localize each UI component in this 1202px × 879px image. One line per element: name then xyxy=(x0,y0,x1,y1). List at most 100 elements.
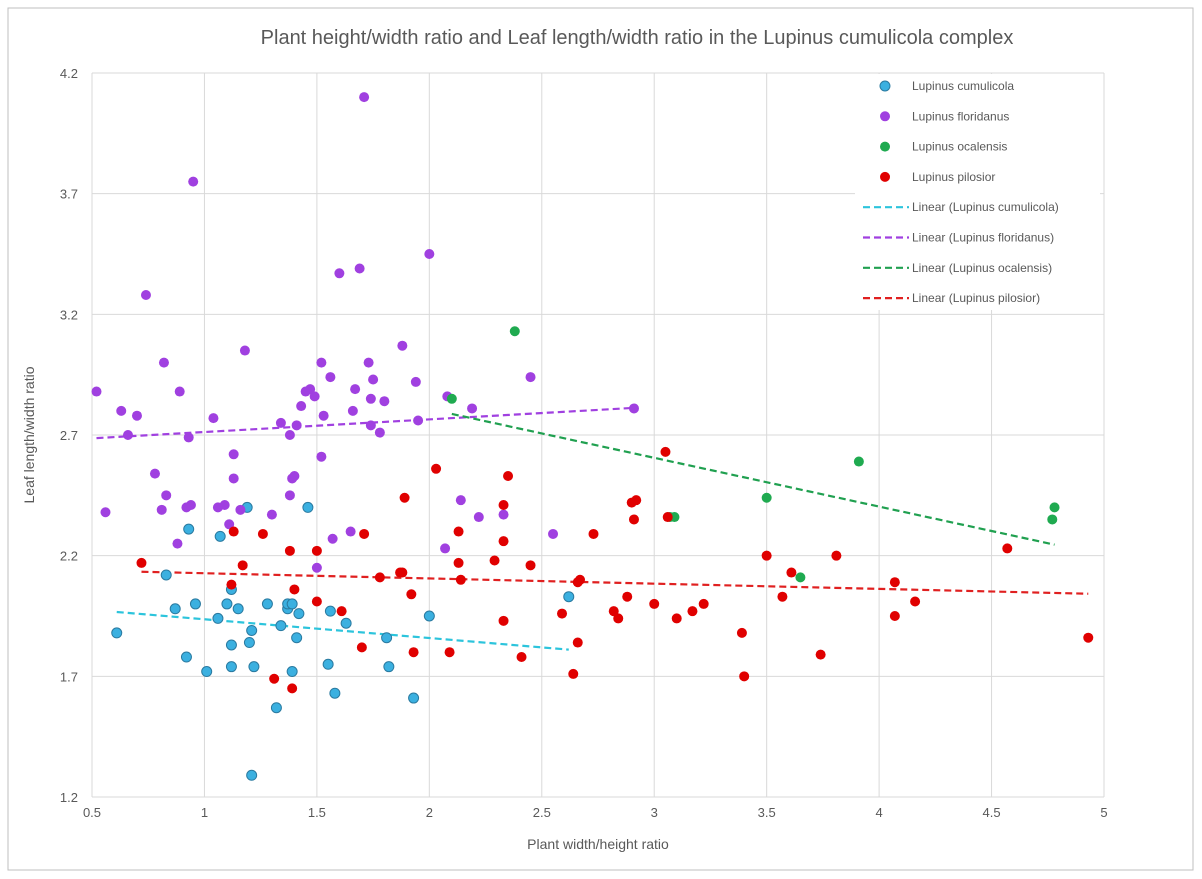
legend-label: Lupinus pilosior xyxy=(912,170,995,184)
point xyxy=(246,769,258,781)
point xyxy=(889,577,900,588)
point xyxy=(228,526,239,537)
point xyxy=(208,413,219,424)
point xyxy=(687,606,698,617)
point xyxy=(284,545,295,556)
point xyxy=(291,632,303,644)
point xyxy=(698,598,709,609)
legend: Lupinus cumulicola Lupinus floridanus Lupi… xyxy=(855,74,1100,310)
point xyxy=(318,410,329,421)
point xyxy=(671,613,682,624)
point xyxy=(156,504,167,515)
point xyxy=(169,603,181,615)
point xyxy=(225,661,237,673)
point xyxy=(140,290,151,301)
point xyxy=(221,598,233,610)
trendline xyxy=(141,570,1089,595)
point xyxy=(588,528,599,539)
point xyxy=(161,490,172,501)
point xyxy=(575,574,586,585)
point xyxy=(356,642,367,653)
x-tick-label: 2.5 xyxy=(533,805,551,820)
point xyxy=(316,357,327,368)
point xyxy=(261,598,273,610)
legend-marker xyxy=(880,171,890,182)
point xyxy=(444,647,455,658)
y-tick-label: 1.2 xyxy=(60,790,78,805)
point xyxy=(345,526,356,537)
legend-label: Linear (Lupinus pilosior) xyxy=(912,291,1040,305)
point xyxy=(189,598,201,610)
y-tick-label: 4.2 xyxy=(60,66,78,81)
point xyxy=(453,557,464,568)
point xyxy=(1047,514,1058,525)
point xyxy=(467,403,478,414)
point xyxy=(136,557,147,568)
point xyxy=(289,471,300,482)
point xyxy=(354,263,365,274)
point xyxy=(383,661,395,673)
point xyxy=(397,567,408,578)
point xyxy=(214,530,226,542)
point xyxy=(410,376,421,387)
point xyxy=(311,596,322,607)
point xyxy=(270,702,282,714)
trendline xyxy=(451,412,1055,546)
point xyxy=(413,415,424,426)
point xyxy=(100,507,111,518)
point xyxy=(761,550,772,561)
point xyxy=(334,268,345,279)
point xyxy=(568,668,579,679)
point xyxy=(910,596,921,607)
point xyxy=(160,569,172,581)
point xyxy=(525,372,536,383)
point xyxy=(455,574,466,585)
trendlines xyxy=(96,406,1089,651)
point xyxy=(226,579,237,590)
point xyxy=(815,649,826,660)
point xyxy=(188,176,199,187)
point xyxy=(257,528,268,539)
legend-marker xyxy=(879,80,891,92)
point xyxy=(228,473,239,484)
point xyxy=(180,651,192,663)
point xyxy=(777,591,788,602)
legend-label: Linear (Lupinus cumulicola) xyxy=(912,200,1059,214)
point xyxy=(311,545,322,556)
point xyxy=(347,405,358,416)
point xyxy=(498,615,509,626)
point xyxy=(446,393,457,404)
x-tick-label: 5 xyxy=(1100,805,1107,820)
point xyxy=(365,420,376,431)
point xyxy=(628,403,639,414)
point xyxy=(149,468,160,479)
point xyxy=(232,603,244,615)
point xyxy=(408,692,420,704)
legend-marker xyxy=(880,141,890,152)
point xyxy=(289,584,300,595)
point xyxy=(374,572,385,583)
point xyxy=(350,384,361,395)
x-tick-label: 4 xyxy=(875,805,882,820)
point xyxy=(662,512,673,523)
point xyxy=(183,432,194,443)
point xyxy=(381,632,393,644)
point xyxy=(831,550,842,561)
point xyxy=(889,611,900,621)
point xyxy=(397,340,408,351)
point xyxy=(1083,632,1094,643)
point xyxy=(408,647,419,658)
point xyxy=(660,446,671,457)
point xyxy=(795,572,806,583)
point xyxy=(563,591,575,603)
point xyxy=(608,606,619,617)
point xyxy=(219,499,230,510)
point xyxy=(340,617,352,629)
legend-label: Linear (Lupinus ocalensis) xyxy=(912,261,1052,275)
point xyxy=(557,608,568,619)
point xyxy=(455,495,466,506)
point xyxy=(116,405,127,416)
point xyxy=(305,384,316,395)
point xyxy=(91,386,102,397)
point xyxy=(275,620,287,632)
